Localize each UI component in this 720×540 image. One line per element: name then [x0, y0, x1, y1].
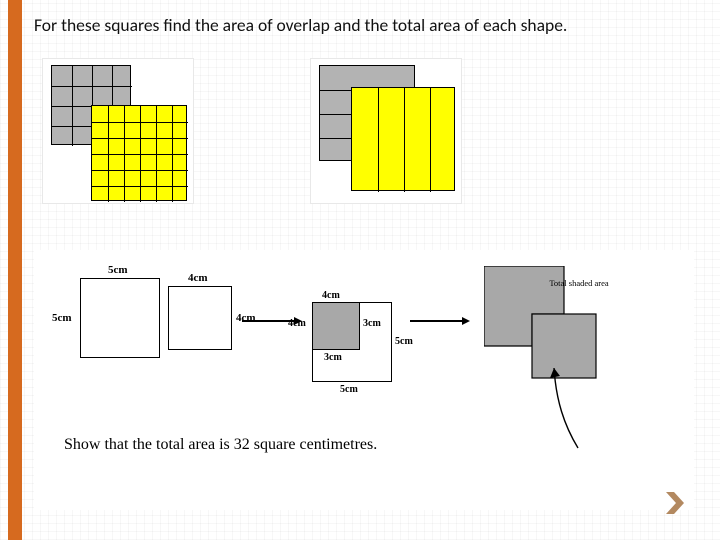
label-4cm-top: 4cm: [188, 272, 208, 284]
label-total-shaded: Total shaded area: [544, 278, 614, 288]
overlap-shaded: [312, 302, 360, 350]
caption-text: Show that the total area is 32 square ce…: [64, 436, 377, 454]
diagram-right-panel: [310, 58, 462, 204]
yellow-square-left: [91, 105, 187, 201]
label-5cm-top: 5cm: [108, 264, 128, 276]
chevron-icon: [662, 488, 692, 518]
label-3cm-w: 3cm: [324, 352, 342, 363]
slide: For these squares find the area of overl…: [0, 0, 720, 540]
square-4cm: [168, 286, 232, 350]
label-3cm-h: 3cm: [363, 318, 381, 329]
label-4cm-left-2: 4cm: [288, 318, 306, 329]
label-5cm-bot: 5cm: [340, 384, 358, 395]
yellow-square-right: [351, 87, 455, 191]
square-5cm: [80, 278, 160, 358]
arrow-2-head: [462, 317, 470, 325]
label-5cm-right: 5cm: [395, 336, 413, 347]
arrow-1: [242, 320, 294, 322]
label-4cm-right: 4cm: [236, 312, 256, 324]
label-5cm-left: 5cm: [52, 312, 72, 324]
diagram-bottom-panel: 5cm 4cm 5cm 4cm 4cm 4cm 3cm 3cm 5cm 5cm …: [34, 250, 694, 510]
label-4cm-top-2: 4cm: [322, 290, 340, 301]
accent-bar: [8, 0, 22, 540]
diagram-left-panel: [42, 58, 194, 204]
page-title: For these squares find the area of overl…: [34, 14, 567, 36]
arrow-2: [410, 320, 462, 322]
